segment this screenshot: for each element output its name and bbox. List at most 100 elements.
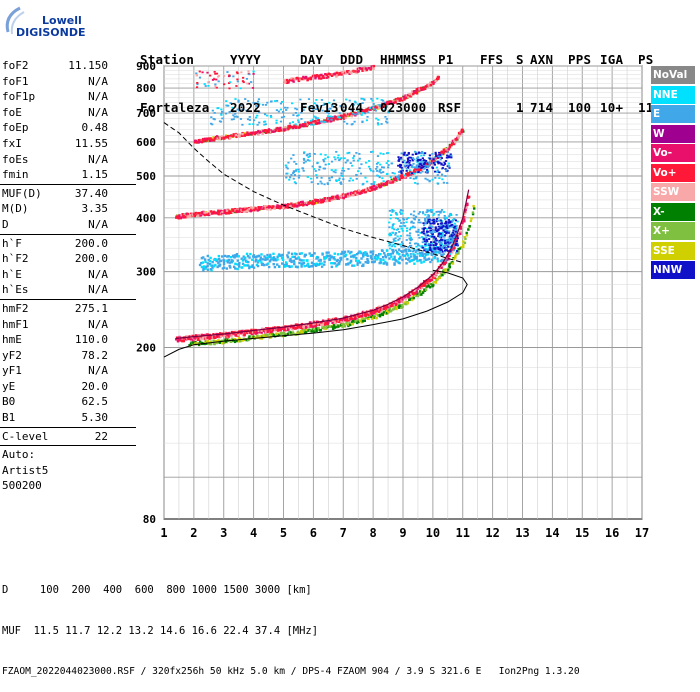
es-mark	[326, 254, 329, 258]
o-trace-mark	[384, 306, 387, 309]
x-trace-mark	[197, 343, 201, 347]
hop3-mark	[363, 111, 366, 114]
hop2-mark	[248, 207, 251, 211]
spread-mark-mid	[344, 161, 347, 164]
hop2-mark	[213, 212, 217, 215]
es-mark	[269, 258, 273, 261]
es-mark	[364, 260, 367, 264]
spread-mark-low	[424, 248, 427, 251]
nnw-mark-mid	[399, 166, 402, 168]
spread-mark-upper	[331, 115, 335, 118]
es-mark	[217, 257, 221, 261]
header-val-4: 023000	[380, 100, 427, 115]
hop2-mark	[421, 167, 424, 170]
spread-mark-low	[391, 245, 394, 248]
es-mark	[417, 249, 420, 252]
hop2-mark	[460, 130, 463, 134]
spread-mark-upper	[310, 123, 313, 126]
spread-mark-low	[424, 218, 427, 221]
spread-mark-low	[439, 243, 442, 246]
x-trace-mark	[206, 339, 209, 343]
x-trace-mark	[382, 311, 386, 314]
nnw-mark-low	[422, 230, 425, 233]
nnw-mark-low	[439, 233, 442, 235]
nnw-mark-low	[454, 219, 458, 222]
hop3-mark	[302, 123, 305, 126]
spread-mark-upper	[364, 112, 367, 115]
hop4-mark	[368, 67, 371, 70]
param-name: foF2	[2, 59, 29, 72]
hop3-mark	[205, 139, 208, 142]
o-trace-mark	[185, 335, 189, 338]
spread-mark-low	[392, 223, 395, 225]
param-name: hmE	[2, 333, 22, 347]
x-trace-mark	[442, 268, 445, 272]
x-trace-mark	[284, 332, 287, 336]
es-mark	[359, 261, 362, 264]
spread-mark-top	[242, 76, 245, 79]
es-mark	[293, 262, 296, 266]
hop2-mark	[373, 188, 376, 191]
spread-mark-upper	[312, 108, 315, 111]
o-trace-mark	[231, 333, 234, 337]
spread-mark-low	[395, 213, 399, 216]
es-mark	[298, 261, 301, 265]
o-trace-mark	[413, 292, 416, 295]
hop2-mark	[223, 209, 227, 212]
param-name: foEp	[2, 121, 29, 135]
param-row-h`f: h`F 200.0	[0, 236, 136, 252]
spread-mark-mid	[302, 157, 306, 160]
es-mark	[226, 261, 229, 264]
es-mark	[323, 257, 326, 260]
nnw-mark-low	[431, 250, 434, 253]
es-mark	[293, 252, 297, 255]
es-mark	[359, 250, 362, 254]
x-trace-mark	[236, 339, 239, 343]
hop2-mark	[193, 214, 197, 218]
hop3-mark	[436, 75, 440, 79]
hop3-x-mark	[206, 138, 210, 142]
nnw-mark-low	[451, 220, 454, 222]
spread-mark-upper	[328, 115, 331, 118]
o-trace-mark	[227, 335, 231, 338]
o-trace-mark	[309, 321, 312, 324]
x-tick-label: 16	[605, 526, 619, 540]
hop3-mark	[238, 133, 241, 136]
spread-mark-upper	[241, 108, 244, 111]
es-mark	[222, 258, 225, 262]
nnw-mark-mid	[401, 161, 404, 164]
o-trace-mark	[315, 323, 319, 326]
o-trace-mark	[240, 331, 244, 335]
o-trace-mark	[346, 317, 350, 320]
o-trace-mark	[367, 313, 371, 317]
spread-mark-upper	[280, 100, 284, 103]
spread-mark-mid	[372, 170, 375, 173]
nnw-mark-low	[434, 250, 437, 253]
hop3-mark	[220, 135, 224, 138]
es-mark	[342, 252, 346, 255]
nnw-mark-low	[429, 248, 432, 250]
hop3-mark	[375, 106, 378, 109]
nnw-mark-low	[428, 235, 432, 237]
logo-line2: DIGISONDE	[16, 26, 86, 39]
spread-mark-mid	[297, 176, 301, 179]
hop3-mark	[314, 122, 318, 125]
spread-mark-low	[393, 228, 396, 231]
hop3-mark	[410, 93, 414, 97]
x-trace-mark	[460, 245, 463, 249]
hop2-mark	[224, 212, 228, 215]
nnw-mark-mid	[446, 154, 449, 157]
es-mark	[269, 255, 272, 258]
nnw-mark-low	[431, 235, 434, 238]
es-mark	[219, 259, 223, 263]
spread-mark-top	[196, 83, 199, 86]
spread-mark-mid	[349, 162, 352, 164]
x-trace-mark	[221, 342, 224, 345]
x-tick-label: 6	[310, 526, 317, 540]
spread-mark-mid	[285, 176, 288, 179]
spread-mark-mid	[328, 177, 331, 179]
param-value: N/A	[88, 74, 108, 88]
spread-mark-mid	[358, 167, 361, 170]
o-trace-mark	[317, 322, 320, 326]
hop3-mark	[408, 92, 411, 96]
